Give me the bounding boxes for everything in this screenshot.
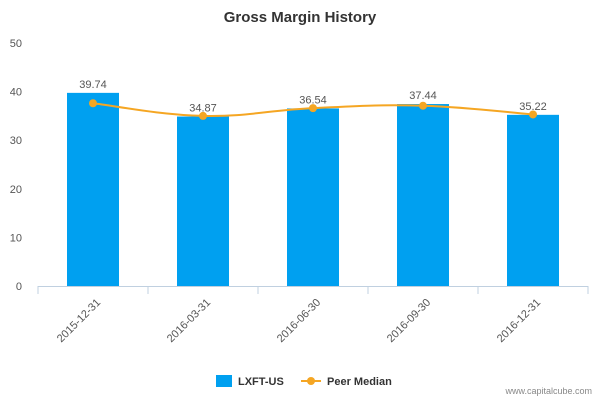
legend-label[interactable]: LXFT-US — [238, 376, 284, 388]
y-tick-label: 40 — [10, 87, 22, 99]
bar[interactable] — [287, 108, 339, 286]
bar[interactable] — [507, 114, 559, 286]
credit-text: www.capitalcube.com — [504, 386, 592, 396]
legend-swatch-marker — [307, 377, 315, 385]
data-label: 37.44 — [409, 90, 437, 102]
data-label: 36.54 — [299, 94, 327, 106]
y-tick-label: 30 — [10, 135, 22, 147]
data-label: 35.22 — [519, 101, 547, 113]
bar[interactable] — [177, 116, 229, 286]
legend-label[interactable]: Peer Median — [327, 376, 392, 388]
x-tick-label: 2016-09-30 — [385, 297, 433, 345]
chart-title: Gross Margin History — [224, 9, 377, 26]
peer-median-point[interactable] — [309, 104, 317, 113]
x-tick-label: 2016-03-31 — [165, 297, 213, 345]
bar-series — [67, 92, 559, 287]
data-label: 34.87 — [189, 103, 217, 115]
y-tick-label: 10 — [10, 232, 22, 244]
legend[interactable]: LXFT-US Peer Median — [216, 375, 392, 388]
data-labels: 39.74 34.87 36.54 37.44 35.22 — [79, 79, 547, 115]
peer-median-point[interactable] — [529, 110, 537, 119]
x-tick-label: 2016-12-31 — [495, 297, 543, 345]
data-label: 39.74 — [79, 79, 107, 91]
y-tick-label: 50 — [10, 38, 22, 50]
bar[interactable] — [67, 92, 119, 286]
bar[interactable] — [397, 104, 449, 287]
peer-median-point[interactable] — [89, 99, 97, 108]
peer-median-point[interactable] — [419, 101, 427, 110]
line-series — [89, 99, 537, 120]
peer-median-point[interactable] — [199, 111, 207, 120]
x-tick-label: 2016-06-30 — [275, 297, 323, 345]
y-tick-label: 0 — [16, 281, 22, 293]
x-tick-label: 2015-12-31 — [55, 297, 103, 345]
y-tick-label: 20 — [10, 184, 22, 196]
legend-swatch-bar — [216, 375, 232, 387]
